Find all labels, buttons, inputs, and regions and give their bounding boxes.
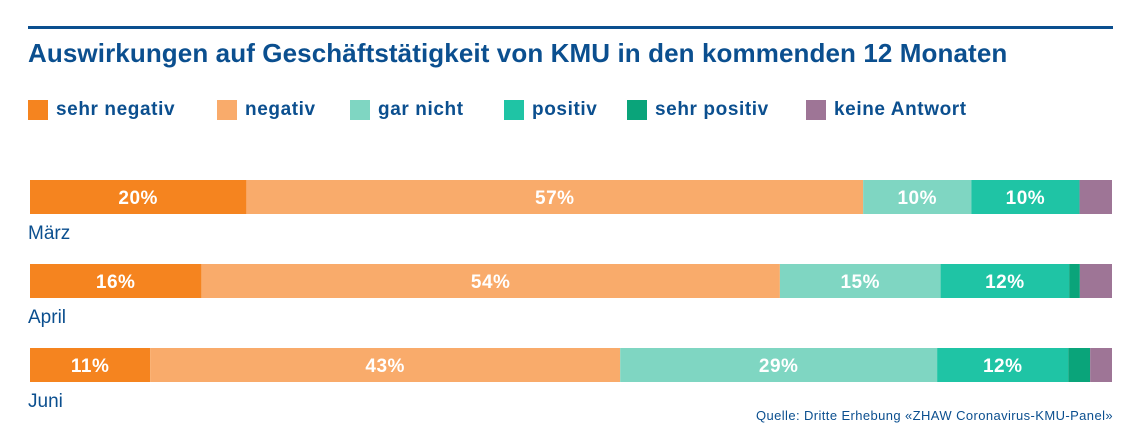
bar-segment xyxy=(30,348,151,382)
data-label: 43% xyxy=(365,356,405,377)
legend-item-sehr-negativ: sehr negativ xyxy=(28,97,175,123)
legend-swatch xyxy=(504,100,524,120)
data-label: 10% xyxy=(1006,188,1046,209)
legend-label: gar nicht xyxy=(378,99,464,120)
data-label: 12% xyxy=(983,356,1023,377)
bar-segment xyxy=(1079,180,1112,214)
data-label: 54% xyxy=(471,272,511,293)
bar-segment xyxy=(620,348,938,382)
data-label: 11% xyxy=(71,356,109,377)
data-label: 57% xyxy=(535,188,575,209)
category-label: Juni xyxy=(28,391,63,412)
legend-swatch xyxy=(217,100,237,120)
bar-segment xyxy=(30,180,247,214)
bar-segment xyxy=(1069,264,1080,298)
category-label: März xyxy=(28,223,70,244)
legend-label: negativ xyxy=(245,99,316,120)
legend-item-gar-nicht: gar nicht xyxy=(350,97,464,123)
bar-segment xyxy=(940,264,1070,298)
legend-item-positiv: positiv xyxy=(504,97,597,123)
bar-segment xyxy=(779,264,941,298)
data-label: 10% xyxy=(897,188,937,209)
legend: sehr negativ negativ gar nicht positiv s… xyxy=(28,97,1118,123)
bar-segment xyxy=(30,264,202,298)
legend-label: sehr positiv xyxy=(655,99,769,120)
bar-segment xyxy=(863,180,972,214)
data-label: 29% xyxy=(759,356,799,377)
data-label: 16% xyxy=(96,272,136,293)
legend-label: sehr negativ xyxy=(56,99,176,120)
source-note: Quelle: Dritte Erhebung «ZHAW Coronaviru… xyxy=(755,408,1113,423)
title-rule xyxy=(28,26,1113,29)
category-label: April xyxy=(28,307,66,328)
data-label: 15% xyxy=(840,272,880,293)
legend-item-sehr-positiv: sehr positiv xyxy=(627,97,769,123)
bar-segment xyxy=(971,180,1080,214)
legend-swatch xyxy=(28,100,48,120)
data-label: 12% xyxy=(985,272,1025,293)
legend-label: positiv xyxy=(532,99,598,120)
legend-swatch xyxy=(806,100,826,120)
data-label: 20% xyxy=(118,188,158,209)
bar-segment xyxy=(246,180,864,214)
bar-segment xyxy=(1079,264,1112,298)
legend-item-negativ: negativ xyxy=(217,97,316,123)
bar-segment xyxy=(1090,348,1112,382)
bar-segment xyxy=(150,348,621,382)
legend-swatch xyxy=(627,100,647,120)
bar-segment xyxy=(937,348,1069,382)
bar-segment xyxy=(1068,348,1091,382)
legend-swatch xyxy=(350,100,370,120)
bar-segment xyxy=(201,264,780,298)
legend-item-keine-antwort: keine Antwort xyxy=(806,97,967,123)
legend-label: keine Antwort xyxy=(834,99,967,120)
chart-title: Auswirkungen auf Geschäftstätigkeit von … xyxy=(28,38,1008,68)
